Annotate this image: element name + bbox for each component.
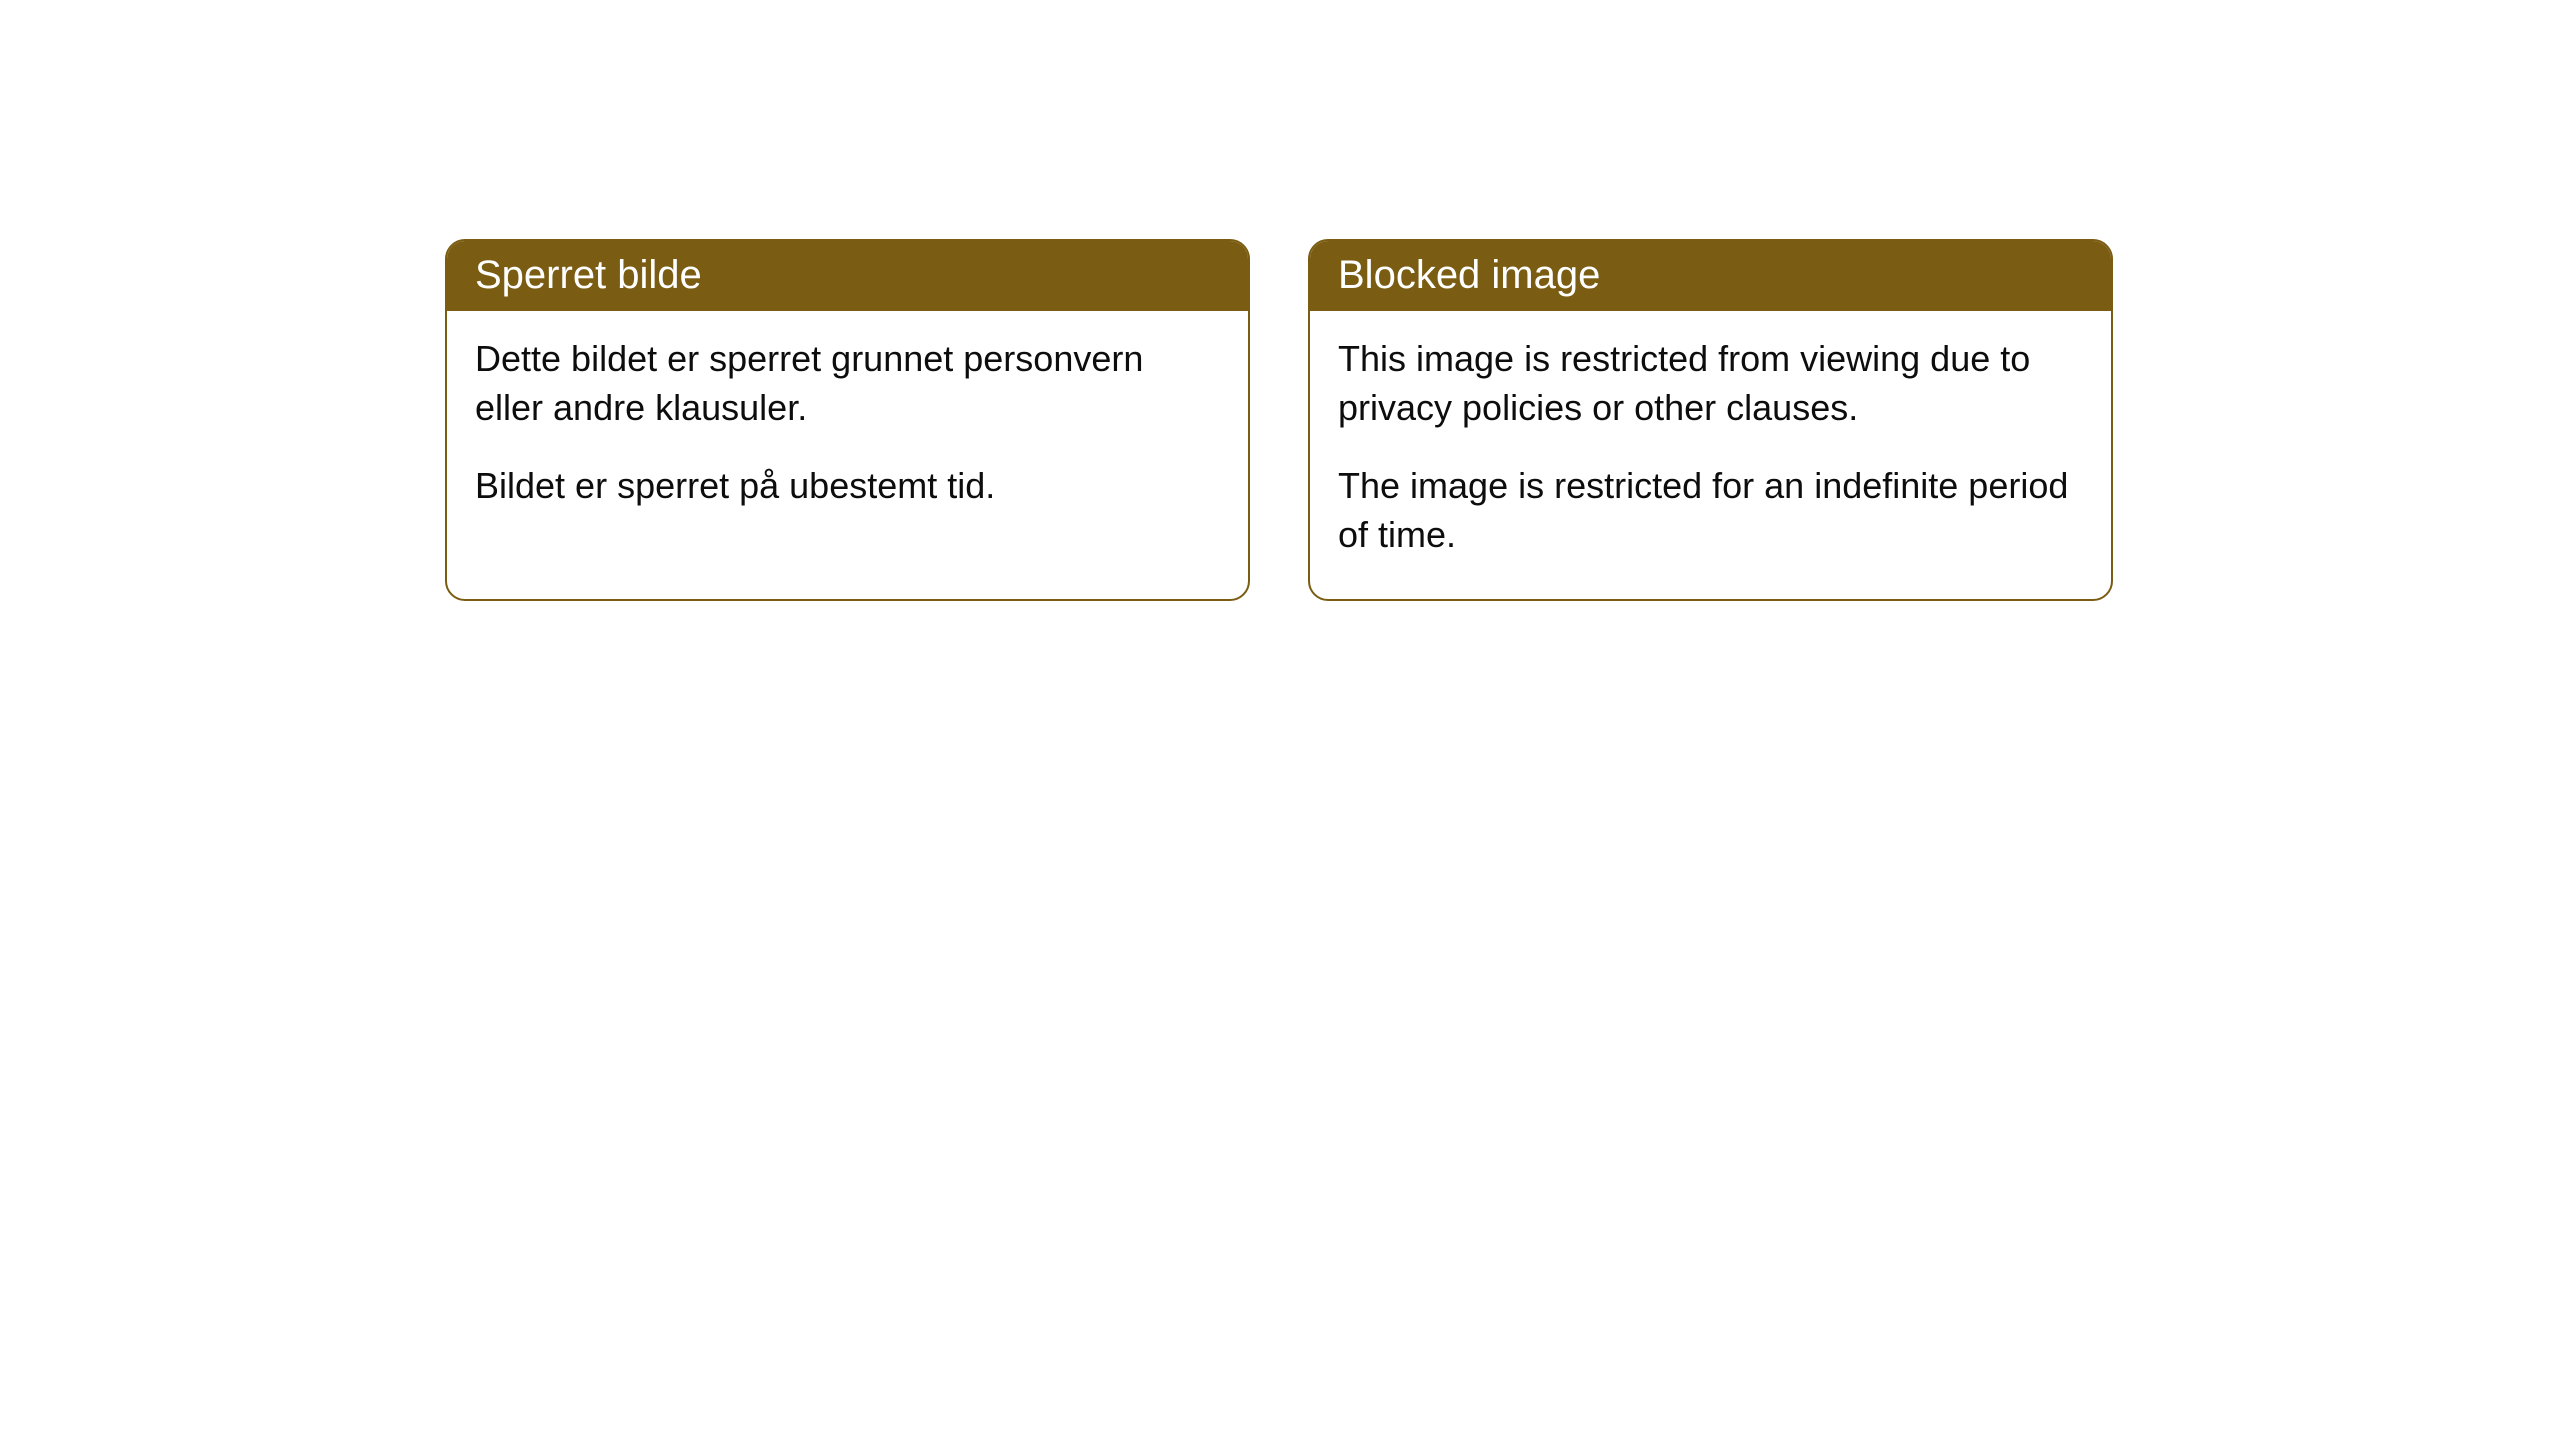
card-body-english: This image is restricted from viewing du… xyxy=(1310,311,2111,599)
notice-text-2: The image is restricted for an indefinit… xyxy=(1338,462,2083,559)
card-title: Blocked image xyxy=(1338,253,1600,297)
card-title: Sperret bilde xyxy=(475,253,702,297)
notice-text-1: This image is restricted from viewing du… xyxy=(1338,335,2083,432)
card-header-english: Blocked image xyxy=(1310,241,2111,311)
card-header-norwegian: Sperret bilde xyxy=(447,241,1248,311)
card-body-norwegian: Dette bildet er sperret grunnet personve… xyxy=(447,311,1248,551)
blocked-image-card-norwegian: Sperret bilde Dette bildet er sperret gr… xyxy=(445,239,1250,601)
notice-container: Sperret bilde Dette bildet er sperret gr… xyxy=(445,239,2113,601)
blocked-image-card-english: Blocked image This image is restricted f… xyxy=(1308,239,2113,601)
notice-text-2: Bildet er sperret på ubestemt tid. xyxy=(475,462,1220,511)
notice-text-1: Dette bildet er sperret grunnet personve… xyxy=(475,335,1220,432)
